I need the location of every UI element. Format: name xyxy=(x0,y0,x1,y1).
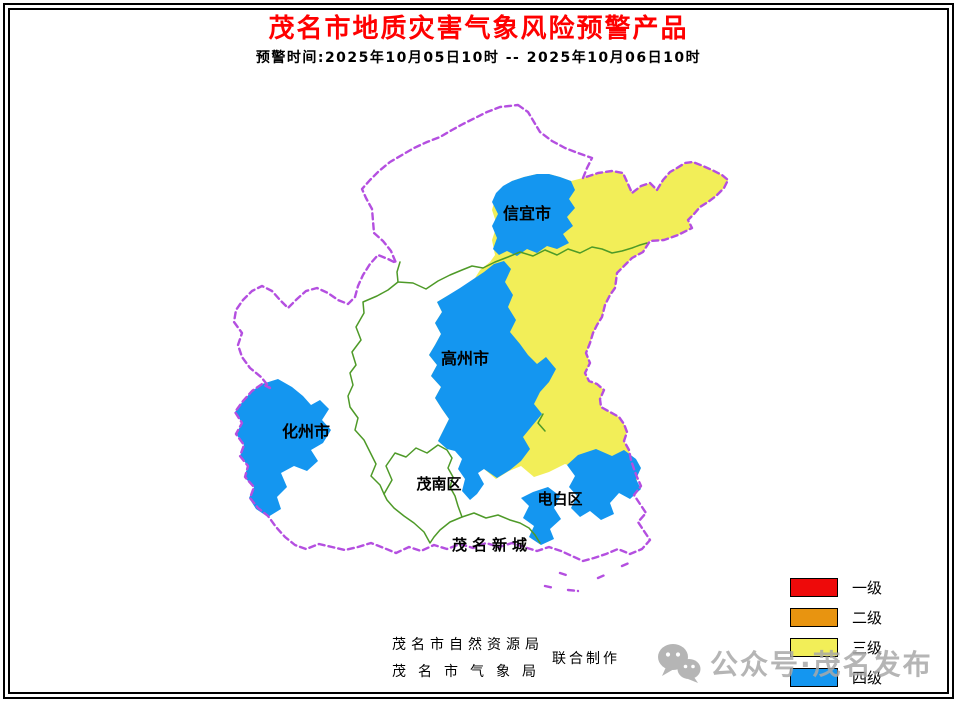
legend-label-level2: 二级 xyxy=(852,609,883,627)
city-boundary-lines xyxy=(232,103,730,593)
legend-swatch-level3 xyxy=(790,638,838,657)
legend-label-level4: 四级 xyxy=(852,669,883,687)
legend-row-level1: 一级 xyxy=(790,578,882,597)
page-title: 茂名市地质灾害气象风险预警产品 xyxy=(268,14,689,44)
credits: 茂名市自然资源局 茂名市气象局 联合制作 xyxy=(392,634,620,681)
zone-blue-xinyi xyxy=(492,174,575,256)
legend-swatch-level2 xyxy=(790,608,838,627)
credits-meteorological-bureau: 茂名市气象局 xyxy=(392,664,548,680)
coast-island-dashes xyxy=(543,561,631,593)
risk-level-legend: 一级 二级 三级 四级 xyxy=(790,578,882,687)
label-dianbai: 电白区 xyxy=(537,490,582,508)
label-xincheng: 茂名新城 xyxy=(452,536,532,554)
zone-blue-huazhou xyxy=(235,379,331,517)
zone-blue-dianbai-south xyxy=(521,487,561,545)
label-huazhou: 化州市 xyxy=(282,422,330,441)
label-xinyi: 信宜市 xyxy=(503,204,551,223)
credits-joint-production: 联合制作 xyxy=(552,650,620,667)
legend-row-level4: 四级 xyxy=(790,668,882,687)
boundary-tripoint-squiggle xyxy=(537,413,546,432)
credits-natural-resources-bureau: 茂名市自然资源局 xyxy=(392,637,544,653)
boundary-xincheng-north xyxy=(461,512,541,544)
label-maonan: 茂南区 xyxy=(416,475,461,493)
zone-blue-gaozhou-band xyxy=(429,261,556,500)
boundary-xinyi-south xyxy=(396,242,648,290)
district-boundary-lines xyxy=(347,242,648,544)
legend-label-level1: 一级 xyxy=(852,579,883,597)
header: 茂名市地质灾害气象风险预警产品 预警时间:2025年10月05日10时 -- 2… xyxy=(0,14,957,67)
warning-time-range: 预警时间:2025年10月05日10时 -- 2025年10月06日10时 xyxy=(255,50,702,66)
credits-agencies: 茂名市自然资源局 茂名市气象局 xyxy=(392,634,548,681)
legend-row-level2: 二级 xyxy=(790,608,882,627)
zone-blue-dianbai-east xyxy=(567,449,641,520)
legend-row-level3: 三级 xyxy=(790,638,882,657)
boundary-huazhou-east xyxy=(347,281,399,495)
label-gaozhou: 高州市 xyxy=(441,349,489,368)
legend-swatch-level4 xyxy=(790,668,838,687)
city-boundary-line xyxy=(232,103,730,563)
legend-swatch-level1 xyxy=(790,578,838,597)
legend-label-level3: 三级 xyxy=(852,639,883,657)
boundary-maonan-loop xyxy=(383,444,463,544)
